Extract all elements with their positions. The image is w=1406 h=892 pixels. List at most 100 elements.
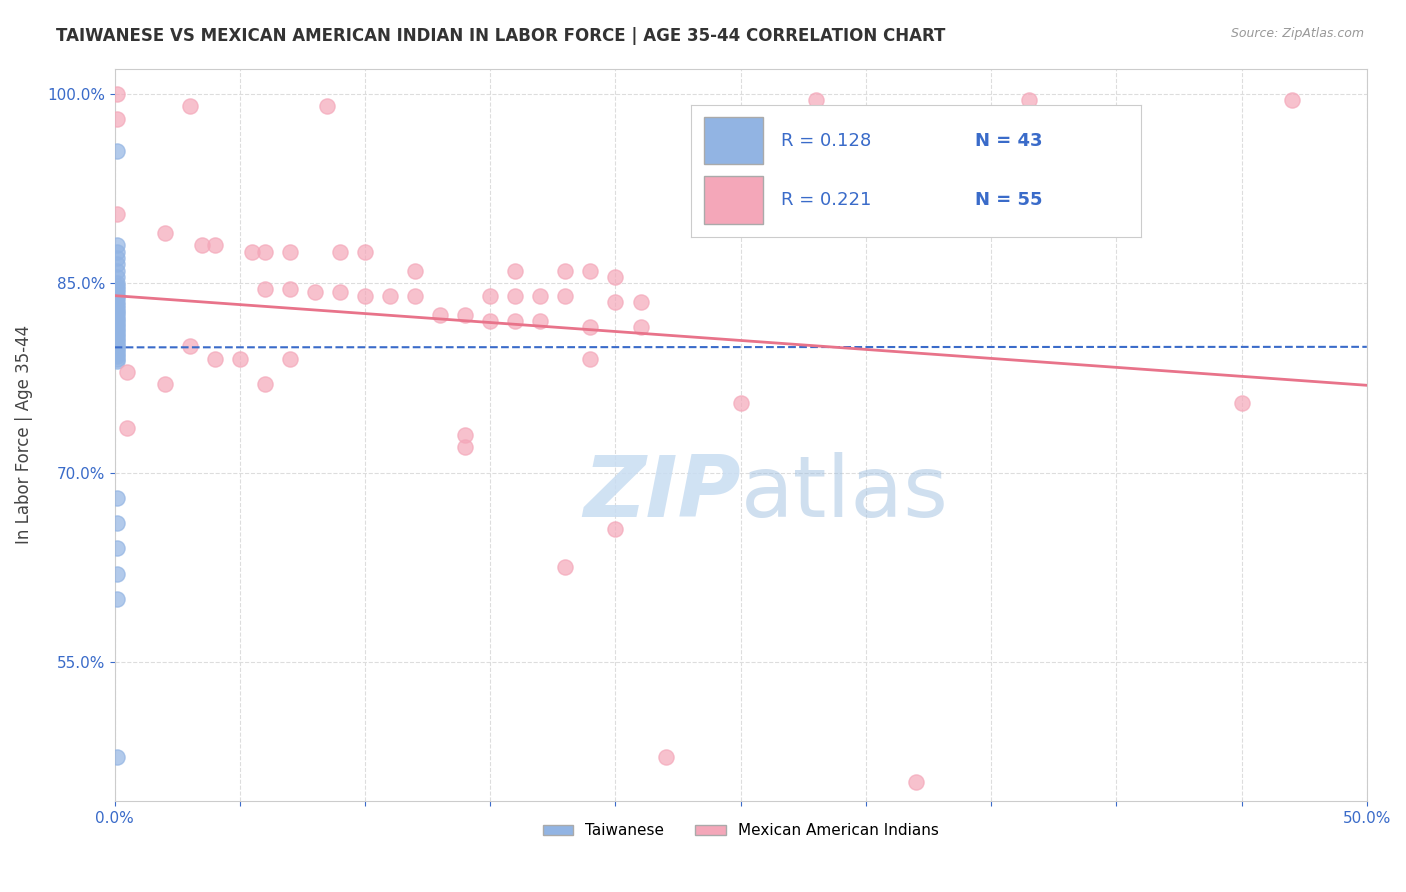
Point (105, 317, 128, 331)
Point (105, 263, 128, 277)
Point (253, 377, 276, 392)
Point (105, 347, 128, 361)
Point (105, 289, 128, 303)
Y-axis label: In Labor Force | Age 35-44: In Labor Force | Age 35-44 (15, 326, 32, 544)
Point (105, 311, 128, 326)
Point (105, 351, 128, 366)
Point (240, 244, 263, 259)
Point (505, 289, 527, 303)
Point (105, 336, 128, 351)
Point (505, 314, 527, 328)
Point (630, 320, 652, 334)
Point (105, 342, 128, 356)
Point (105, 319, 128, 334)
Point (105, 112, 128, 126)
Text: atlas: atlas (741, 451, 949, 535)
Point (105, 295, 128, 310)
Point (229, 351, 252, 366)
Point (105, 541, 128, 556)
Point (105, 304, 128, 318)
Point (105, 238, 128, 252)
Point (378, 289, 401, 303)
Point (105, 749, 128, 764)
Text: Source: ZipAtlas.com: Source: ZipAtlas.com (1230, 27, 1364, 40)
Point (105, 207, 128, 221)
Point (105, 344, 128, 359)
Point (605, 269, 627, 284)
Point (454, 427, 477, 442)
Point (105, 244, 128, 259)
Point (354, 244, 377, 259)
Point (105, 321, 128, 335)
Point (479, 314, 502, 328)
Point (105, 339, 128, 353)
Point (191, 238, 214, 252)
Point (579, 320, 602, 334)
Point (105, 306, 128, 320)
Point (105, 354, 128, 368)
Point (404, 289, 426, 303)
Point (329, 244, 352, 259)
Point (105, 326, 128, 341)
Point (105, 309, 128, 323)
Point (105, 350, 128, 364)
Point (529, 314, 551, 328)
Point (105, 566, 128, 581)
Point (316, 99, 339, 113)
Point (579, 263, 602, 277)
Point (105, 334, 128, 349)
Legend: Taiwanese, Mexican American Indians: Taiwanese, Mexican American Indians (537, 817, 945, 845)
Point (630, 295, 652, 310)
Point (105, 491, 128, 505)
Point (454, 308, 477, 322)
Point (105, 332, 128, 346)
Point (204, 238, 226, 252)
Point (105, 269, 128, 284)
Point (278, 351, 301, 366)
Point (605, 295, 627, 310)
Point (278, 244, 301, 259)
Point (105, 285, 128, 299)
Point (105, 324, 128, 338)
Point (1230, 396, 1253, 410)
Point (329, 806, 352, 821)
Point (354, 289, 377, 303)
Point (105, 144, 128, 158)
Point (105, 283, 128, 297)
Point (105, 298, 128, 312)
Point (579, 351, 602, 366)
Point (105, 591, 128, 606)
Point (179, 99, 201, 113)
Point (105, 291, 128, 305)
Point (304, 285, 326, 299)
Point (105, 276, 128, 290)
Text: ZIP: ZIP (583, 451, 741, 535)
Point (105, 329, 128, 343)
Point (804, 93, 827, 107)
Point (429, 308, 451, 322)
Point (153, 226, 176, 240)
Point (479, 289, 502, 303)
Point (105, 314, 128, 328)
Point (554, 560, 576, 574)
Point (605, 522, 627, 536)
Point (505, 263, 527, 277)
Point (905, 775, 928, 789)
Point (554, 263, 576, 277)
Point (329, 285, 352, 299)
Point (554, 289, 576, 303)
Point (253, 283, 276, 297)
Point (179, 339, 201, 353)
Point (253, 244, 276, 259)
Point (115, 421, 138, 435)
Point (105, 301, 128, 316)
Point (404, 263, 426, 277)
Point (105, 257, 128, 271)
Point (454, 440, 477, 454)
Point (730, 396, 752, 410)
Point (105, 251, 128, 265)
Point (278, 283, 301, 297)
Point (529, 289, 551, 303)
Point (1018, 93, 1040, 107)
Point (105, 516, 128, 530)
